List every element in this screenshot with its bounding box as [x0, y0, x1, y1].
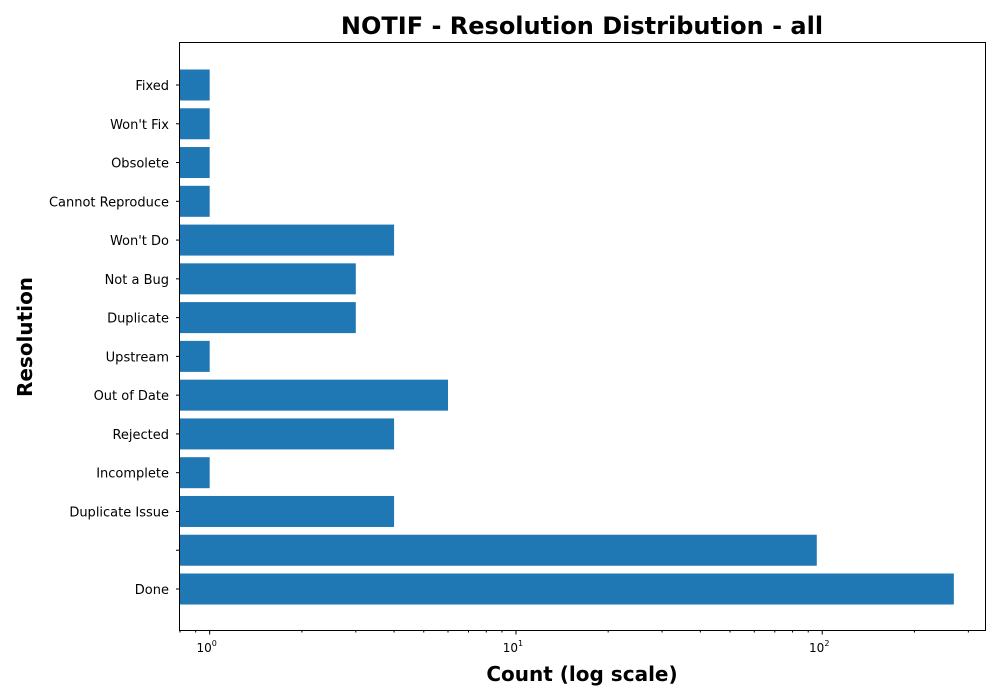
x-axis-label: Count (log scale)	[486, 662, 677, 686]
bar-done	[180, 573, 954, 605]
bar-won-t-fix	[180, 108, 210, 140]
x-tick-label-exponent: 1	[518, 639, 523, 648]
y-tick-label: Not a Bug	[105, 273, 169, 288]
bar-incomplete	[180, 457, 210, 489]
x-axis-ticks: 100 101 102	[179, 630, 969, 655]
y-axis-label: Resolution	[13, 277, 37, 397]
bar-out-of-date	[180, 379, 449, 411]
y-tick-label: Done	[135, 583, 169, 598]
y-tick-label: Out of Date	[94, 389, 169, 404]
y-tick-label: Won't Fix	[110, 118, 169, 133]
x-tick-label: 101	[503, 639, 523, 655]
plot-frame	[179, 42, 986, 631]
x-tick-label: 102	[809, 639, 829, 655]
y-tick-label: Duplicate	[107, 312, 169, 327]
bar-not-a-bug	[180, 263, 356, 295]
bar-duplicate-issue	[180, 495, 395, 527]
y-tick-label: Fixed	[135, 79, 169, 94]
bar-won-t-do	[180, 224, 395, 256]
y-tick-label: Obsolete	[111, 157, 169, 172]
x-tick-label-exponent: 0	[212, 639, 217, 648]
y-tick-label: Cannot Reproduce	[49, 195, 169, 210]
x-tick-label-base: 10	[503, 641, 518, 655]
y-tick-label: Incomplete	[96, 467, 169, 482]
y-tick-label: Upstream	[106, 350, 169, 365]
x-tick-label-exponent: 2	[824, 639, 829, 648]
x-tick-label-base: 10	[196, 641, 211, 655]
x-tick-label: 100	[196, 639, 216, 655]
bar-obsolete	[180, 147, 210, 179]
x-tick-label-base: 10	[809, 641, 824, 655]
bar-blank-1	[180, 534, 817, 566]
y-tick-label: Won't Do	[110, 234, 169, 249]
y-axis-ticks: Done Duplicate Issue Incomplete Rejected Out…	[49, 79, 180, 598]
bar-cannot-reproduce	[180, 185, 210, 217]
y-tick-label: Duplicate Issue	[69, 505, 169, 520]
bar-rejected	[180, 418, 395, 450]
bar-fixed	[180, 69, 210, 101]
y-tick-label: Rejected	[112, 428, 169, 443]
chart-title: NOTIF - Resolution Distribution - all	[341, 12, 823, 40]
bar-upstream	[180, 340, 210, 372]
bar-duplicate	[180, 302, 356, 334]
bars-group	[180, 69, 954, 605]
